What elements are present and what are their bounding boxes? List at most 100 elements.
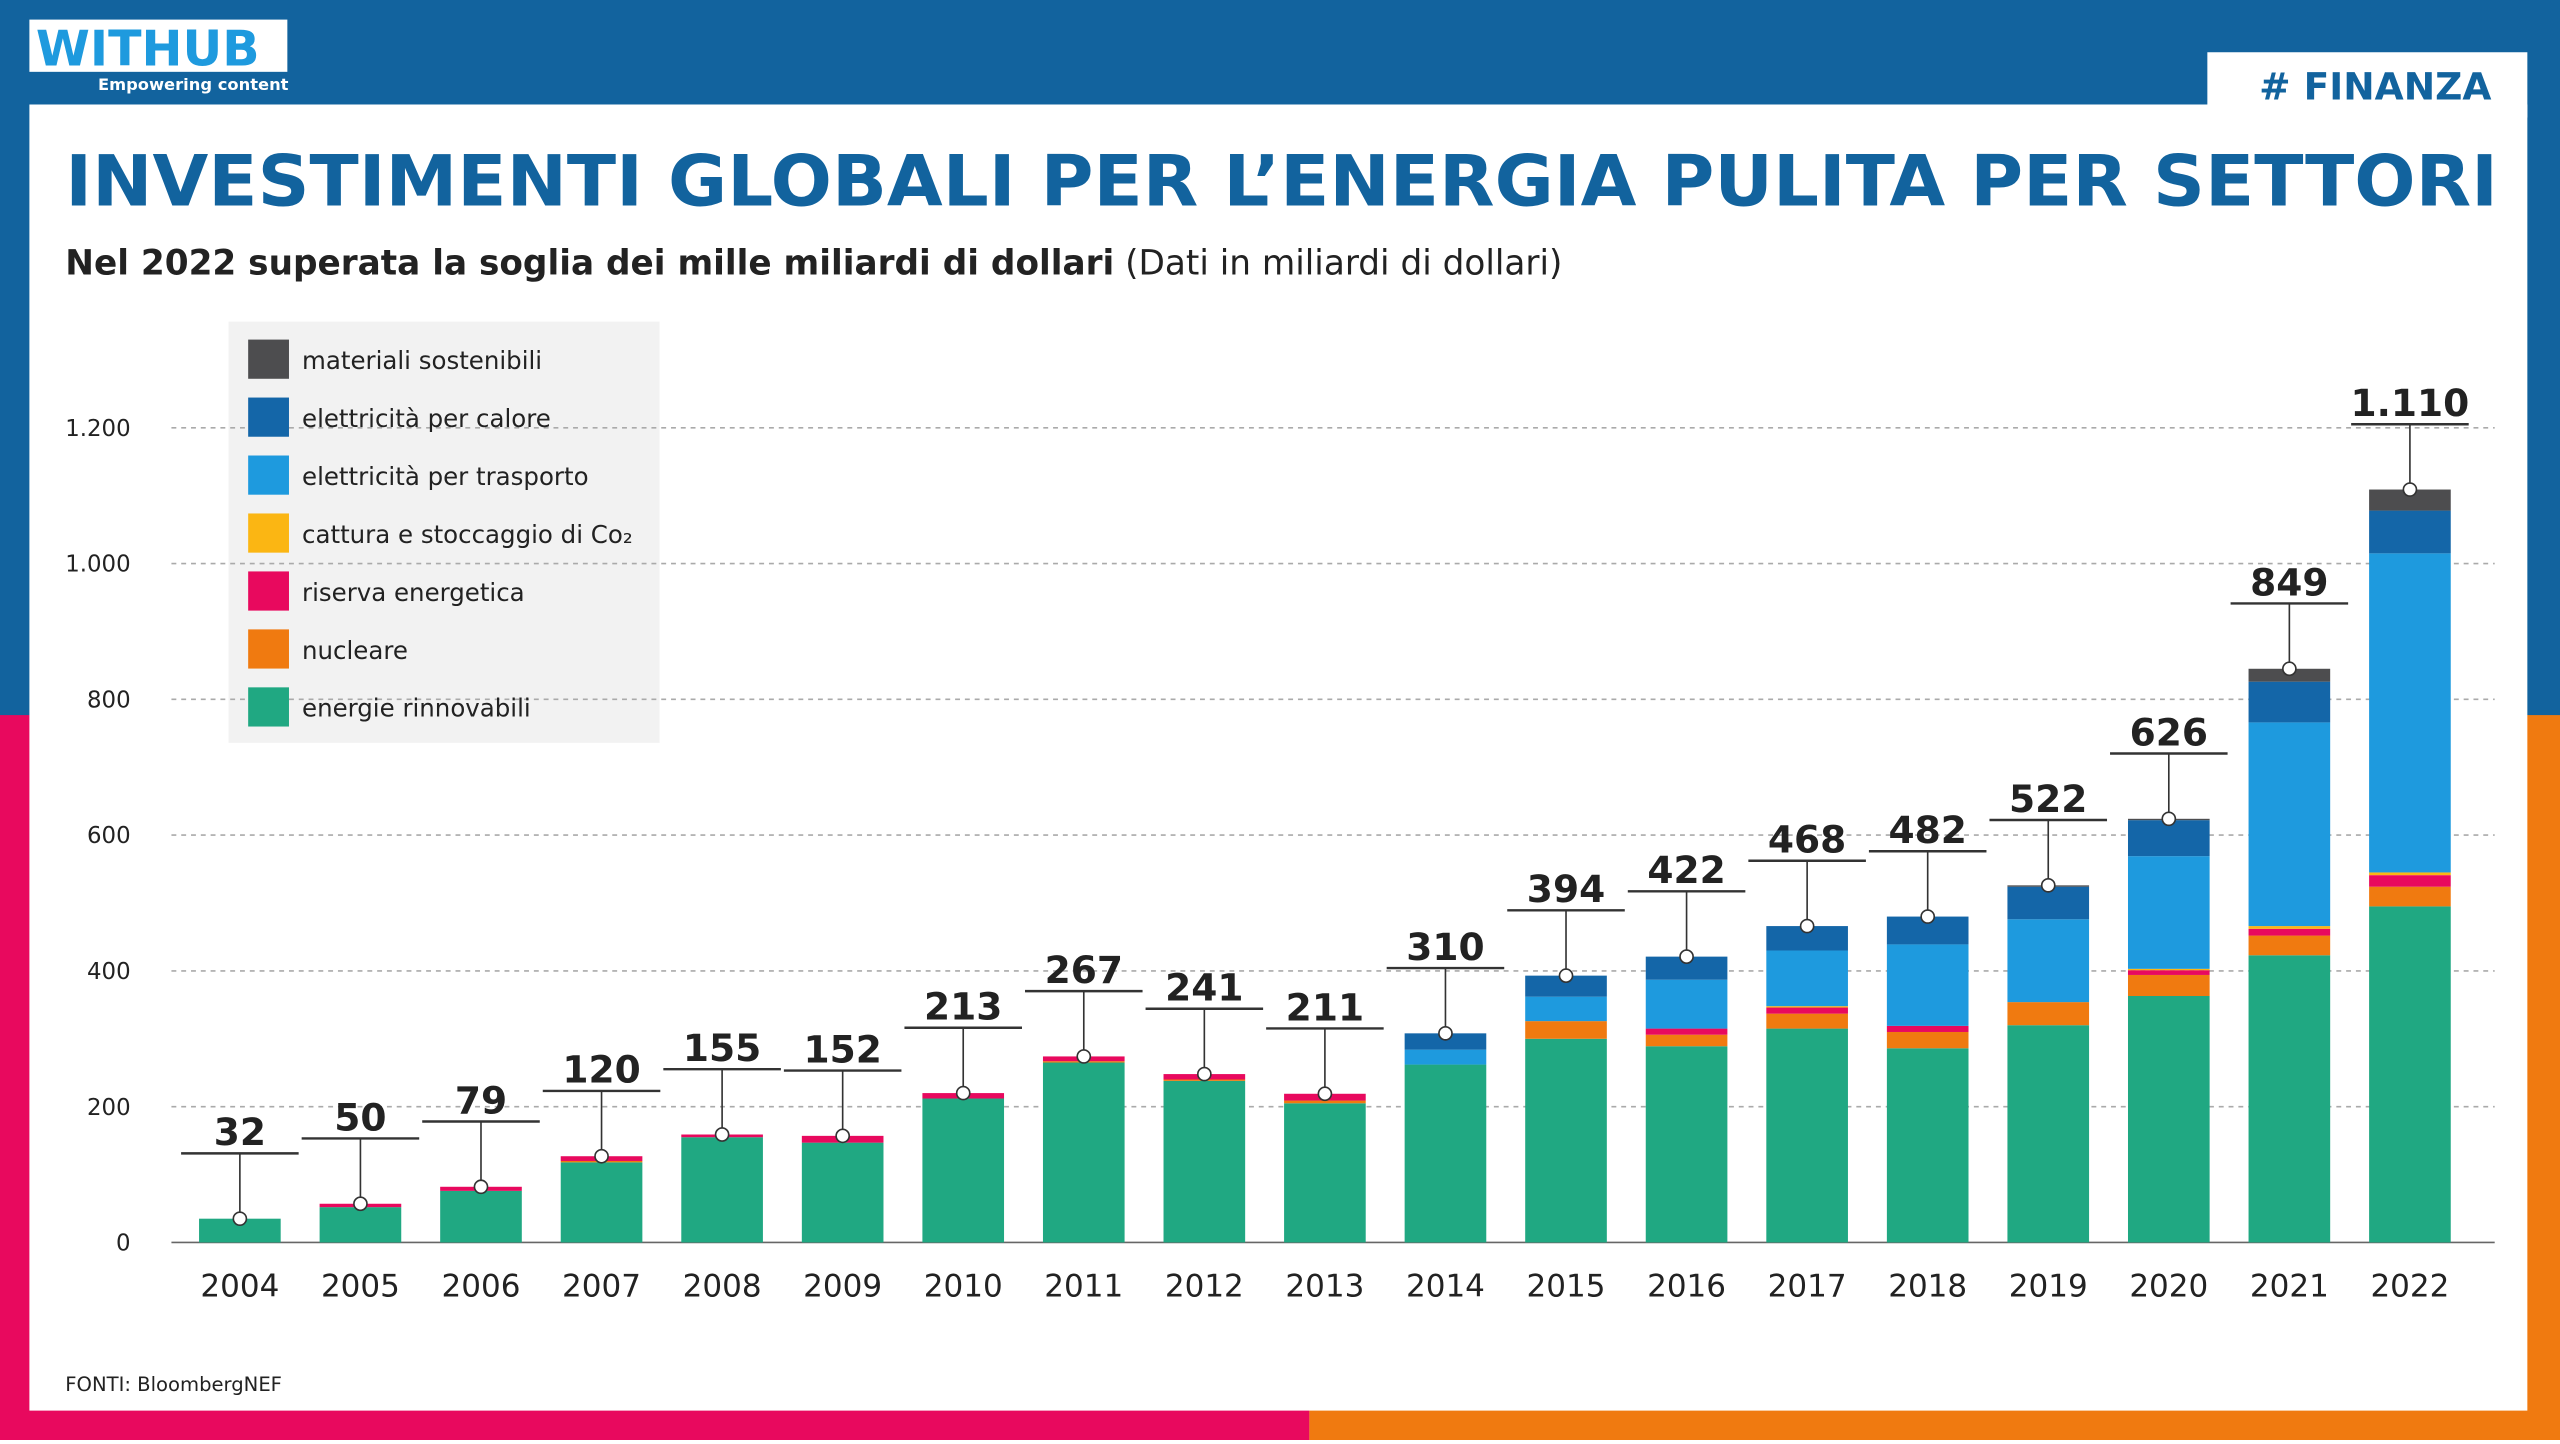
bar-segment (1404, 1049, 1487, 1065)
bar-segment (2248, 955, 2331, 1243)
legend-label: elettricità per calore (302, 404, 551, 433)
section: # FINANZA (2259, 65, 2491, 109)
total-marker (473, 1179, 489, 1195)
total-label: 1.110 (2351, 381, 2470, 425)
x-tick-label: 2010 (924, 1268, 1003, 1304)
legend-swatch (248, 513, 289, 553)
y-tick-label: 800 (87, 687, 131, 713)
total-marker (2402, 482, 2418, 497)
x-tick-label: 2008 (683, 1268, 762, 1304)
bar-segment (1163, 1080, 1246, 1243)
bar-segment (1525, 996, 1607, 1022)
total-marker (594, 1148, 609, 1164)
bar-segment (2369, 875, 2451, 887)
x-tick-label: 2019 (2009, 1268, 2088, 1304)
legend-label: elettricità per trasporto (302, 462, 589, 491)
bar-segment (1645, 956, 1728, 980)
bar-segment (2369, 489, 2451, 511)
bar-segment (199, 1218, 281, 1243)
total-label: 482 (1888, 808, 1966, 852)
total-marker (2161, 811, 2177, 827)
legend-label: materiali sostenibili (302, 346, 542, 375)
bar-segment (1886, 1048, 1969, 1243)
subtitle: Nel 2022 superata la soglia dei mille mi… (65, 243, 1114, 283)
x-tick-label: 2016 (1647, 1268, 1726, 1304)
total-marker (2040, 877, 2056, 893)
legend-label: riserva energetica (302, 578, 525, 607)
bar-segment (2007, 1002, 2090, 1026)
bar-segment (1645, 1028, 1728, 1035)
total-marker (1438, 1025, 1453, 1041)
legend-label: cattura e stoccaggio di Co₂ (302, 520, 633, 549)
bar-segment (1766, 1013, 1848, 1029)
legend-swatch (248, 397, 289, 437)
x-tick-label: 2015 (1527, 1268, 1606, 1304)
y-tick-label: 1.000 (65, 552, 130, 578)
bar-segment (440, 1190, 522, 1243)
y-tick-label: 600 (87, 823, 131, 849)
total-label: 79 (455, 1078, 507, 1122)
bar-segment (2127, 968, 2210, 971)
legend-swatch (248, 571, 289, 611)
total-label: 522 (2009, 777, 2087, 821)
bar-segment (2007, 1025, 2090, 1243)
y-tick-label: 200 (87, 1095, 131, 1121)
total-label: 50 (334, 1095, 386, 1139)
total-marker (2282, 661, 2297, 677)
source: FONTI: BloombergNEF (65, 1373, 282, 1396)
bar-segment (1766, 1028, 1848, 1243)
bar-segment (2127, 820, 2210, 857)
total-marker (1076, 1049, 1092, 1064)
x-tick-label: 2013 (1285, 1268, 1364, 1304)
x-tick-label: 2005 (321, 1268, 400, 1304)
section-tab (2207, 52, 2528, 118)
bar-segment (2127, 970, 2210, 975)
x-tick-label: 2017 (1768, 1268, 1847, 1304)
bar-segment (1525, 1038, 1607, 1243)
total-marker (1196, 1066, 1212, 1082)
y-tick-label: 400 (87, 959, 131, 985)
bar-segment (2369, 906, 2451, 1243)
bar-segment (801, 1142, 884, 1243)
bar-segment (2007, 919, 2090, 1003)
x-tick-label: 2021 (2250, 1268, 2329, 1304)
bar-segment (1766, 950, 1848, 1007)
x-tick-label: 2012 (1165, 1268, 1244, 1304)
bar-segment (2248, 935, 2331, 956)
x-tick-label: 2004 (200, 1268, 279, 1304)
total-marker (955, 1085, 971, 1101)
bar-segment (560, 1162, 643, 1243)
bar-segment (2248, 722, 2331, 927)
total-label: 394 (1527, 867, 1605, 911)
legend-swatch (248, 687, 289, 727)
legend-label: nucleare (302, 636, 408, 665)
bar-segment (2369, 553, 2451, 873)
legend-swatch (248, 339, 289, 379)
title: INVESTIMENTI GLOBALI PER L’ENERGIA PULIT… (65, 141, 2498, 223)
bar-segment (2127, 996, 2210, 1243)
total-marker (1799, 918, 1815, 934)
total-label: 267 (1045, 948, 1123, 992)
bar-segment (1525, 975, 1607, 997)
logo-tagline: Empowering content (98, 75, 289, 94)
bar-segment (1284, 1100, 1366, 1104)
bar-segment (922, 1098, 1005, 1243)
total-label: 849 (2250, 560, 2328, 604)
x-tick-label: 2014 (1406, 1268, 1485, 1304)
y-tick-label: 0 (116, 1231, 131, 1257)
bar-segment (1886, 944, 1969, 1026)
total-marker (1317, 1086, 1333, 1102)
legend-swatch (248, 629, 289, 669)
total-marker (1558, 968, 1574, 983)
bar-segment (1886, 1025, 1969, 1032)
bar-segment (1886, 1031, 1969, 1049)
total-marker (353, 1196, 368, 1212)
bar-segment (2369, 886, 2451, 907)
bar-segment (1645, 1034, 1728, 1047)
x-tick-label: 2020 (2129, 1268, 2208, 1304)
total-marker (232, 1211, 248, 1227)
logo: WITHUB (36, 20, 260, 77)
x-tick-label: 2018 (1888, 1268, 1967, 1304)
